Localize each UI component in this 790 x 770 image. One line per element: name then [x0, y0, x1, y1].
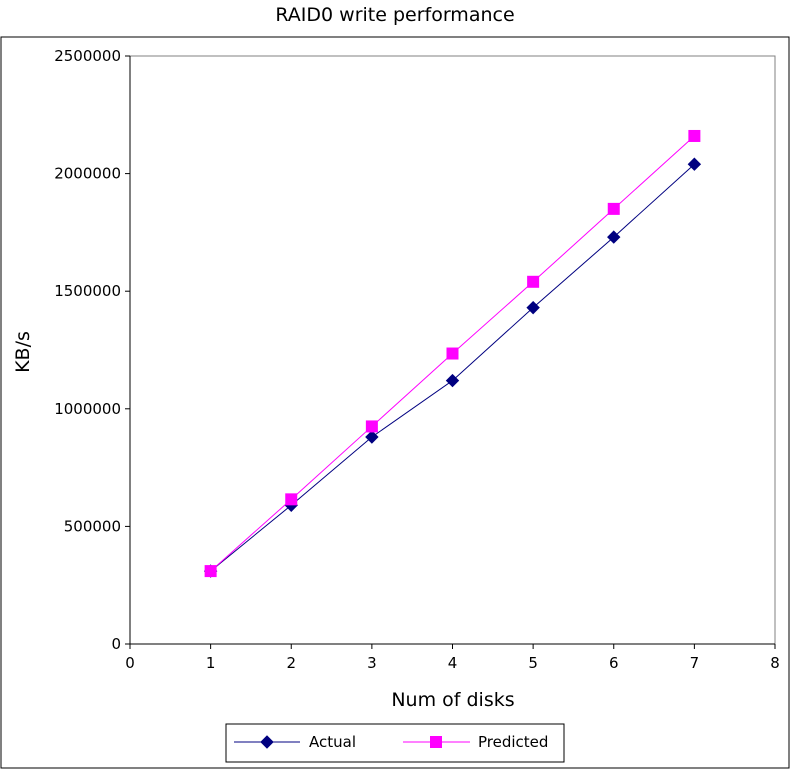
chart-title: RAID0 write performance	[275, 4, 514, 26]
x-tick-label: 8	[770, 654, 780, 672]
x-tick-label: 4	[448, 654, 458, 672]
legend-marker	[430, 736, 442, 748]
legend-item-predicted: Predicted	[403, 733, 548, 751]
legend-label: Predicted	[478, 733, 548, 751]
data-point-predicted	[527, 275, 540, 288]
data-point-predicted	[365, 420, 378, 433]
y-tick-label: 2500000	[54, 47, 121, 65]
legend-label: Actual	[309, 733, 356, 751]
y-tick-label: 500000	[64, 517, 121, 535]
x-axis-ticks: 0 1 2 3 4 5 6 7 8	[125, 644, 780, 672]
x-tick-label: 1	[206, 654, 216, 672]
data-point-actual	[687, 157, 702, 171]
data-point-predicted	[446, 347, 459, 360]
data-point-actual	[445, 373, 460, 388]
data-point-predicted	[204, 565, 217, 578]
data-point-predicted	[607, 202, 620, 215]
series-layer	[203, 129, 702, 578]
x-tick-label: 7	[690, 654, 700, 672]
legend-box	[225, 723, 565, 763]
x-tick-label: 2	[286, 654, 296, 672]
y-tick-label: 0	[111, 635, 121, 653]
y-tick-label: 1000000	[54, 400, 121, 418]
legend-marker	[260, 735, 274, 749]
y-tick-label: 2000000	[54, 165, 121, 183]
x-tick-label: 6	[609, 654, 619, 672]
x-axis-label: Num of disks	[391, 689, 514, 711]
legend: Actual Predicted	[234, 733, 548, 751]
series-predicted	[204, 129, 701, 578]
x-tick-label: 3	[367, 654, 377, 672]
data-point-actual	[607, 230, 621, 244]
y-tick-label: 1500000	[54, 282, 121, 300]
legend-item-actual: Actual	[234, 733, 356, 751]
data-point-actual	[365, 430, 379, 444]
x-tick-label: 0	[125, 654, 135, 672]
y-axis-label: KB/s	[12, 331, 34, 373]
data-point-predicted	[285, 493, 298, 506]
data-point-predicted	[688, 129, 701, 142]
data-point-actual	[526, 300, 540, 315]
y-axis-ticks: 0 500000 1000000 1500000 2000000 2500000	[54, 47, 130, 653]
x-tick-label: 5	[528, 654, 538, 672]
